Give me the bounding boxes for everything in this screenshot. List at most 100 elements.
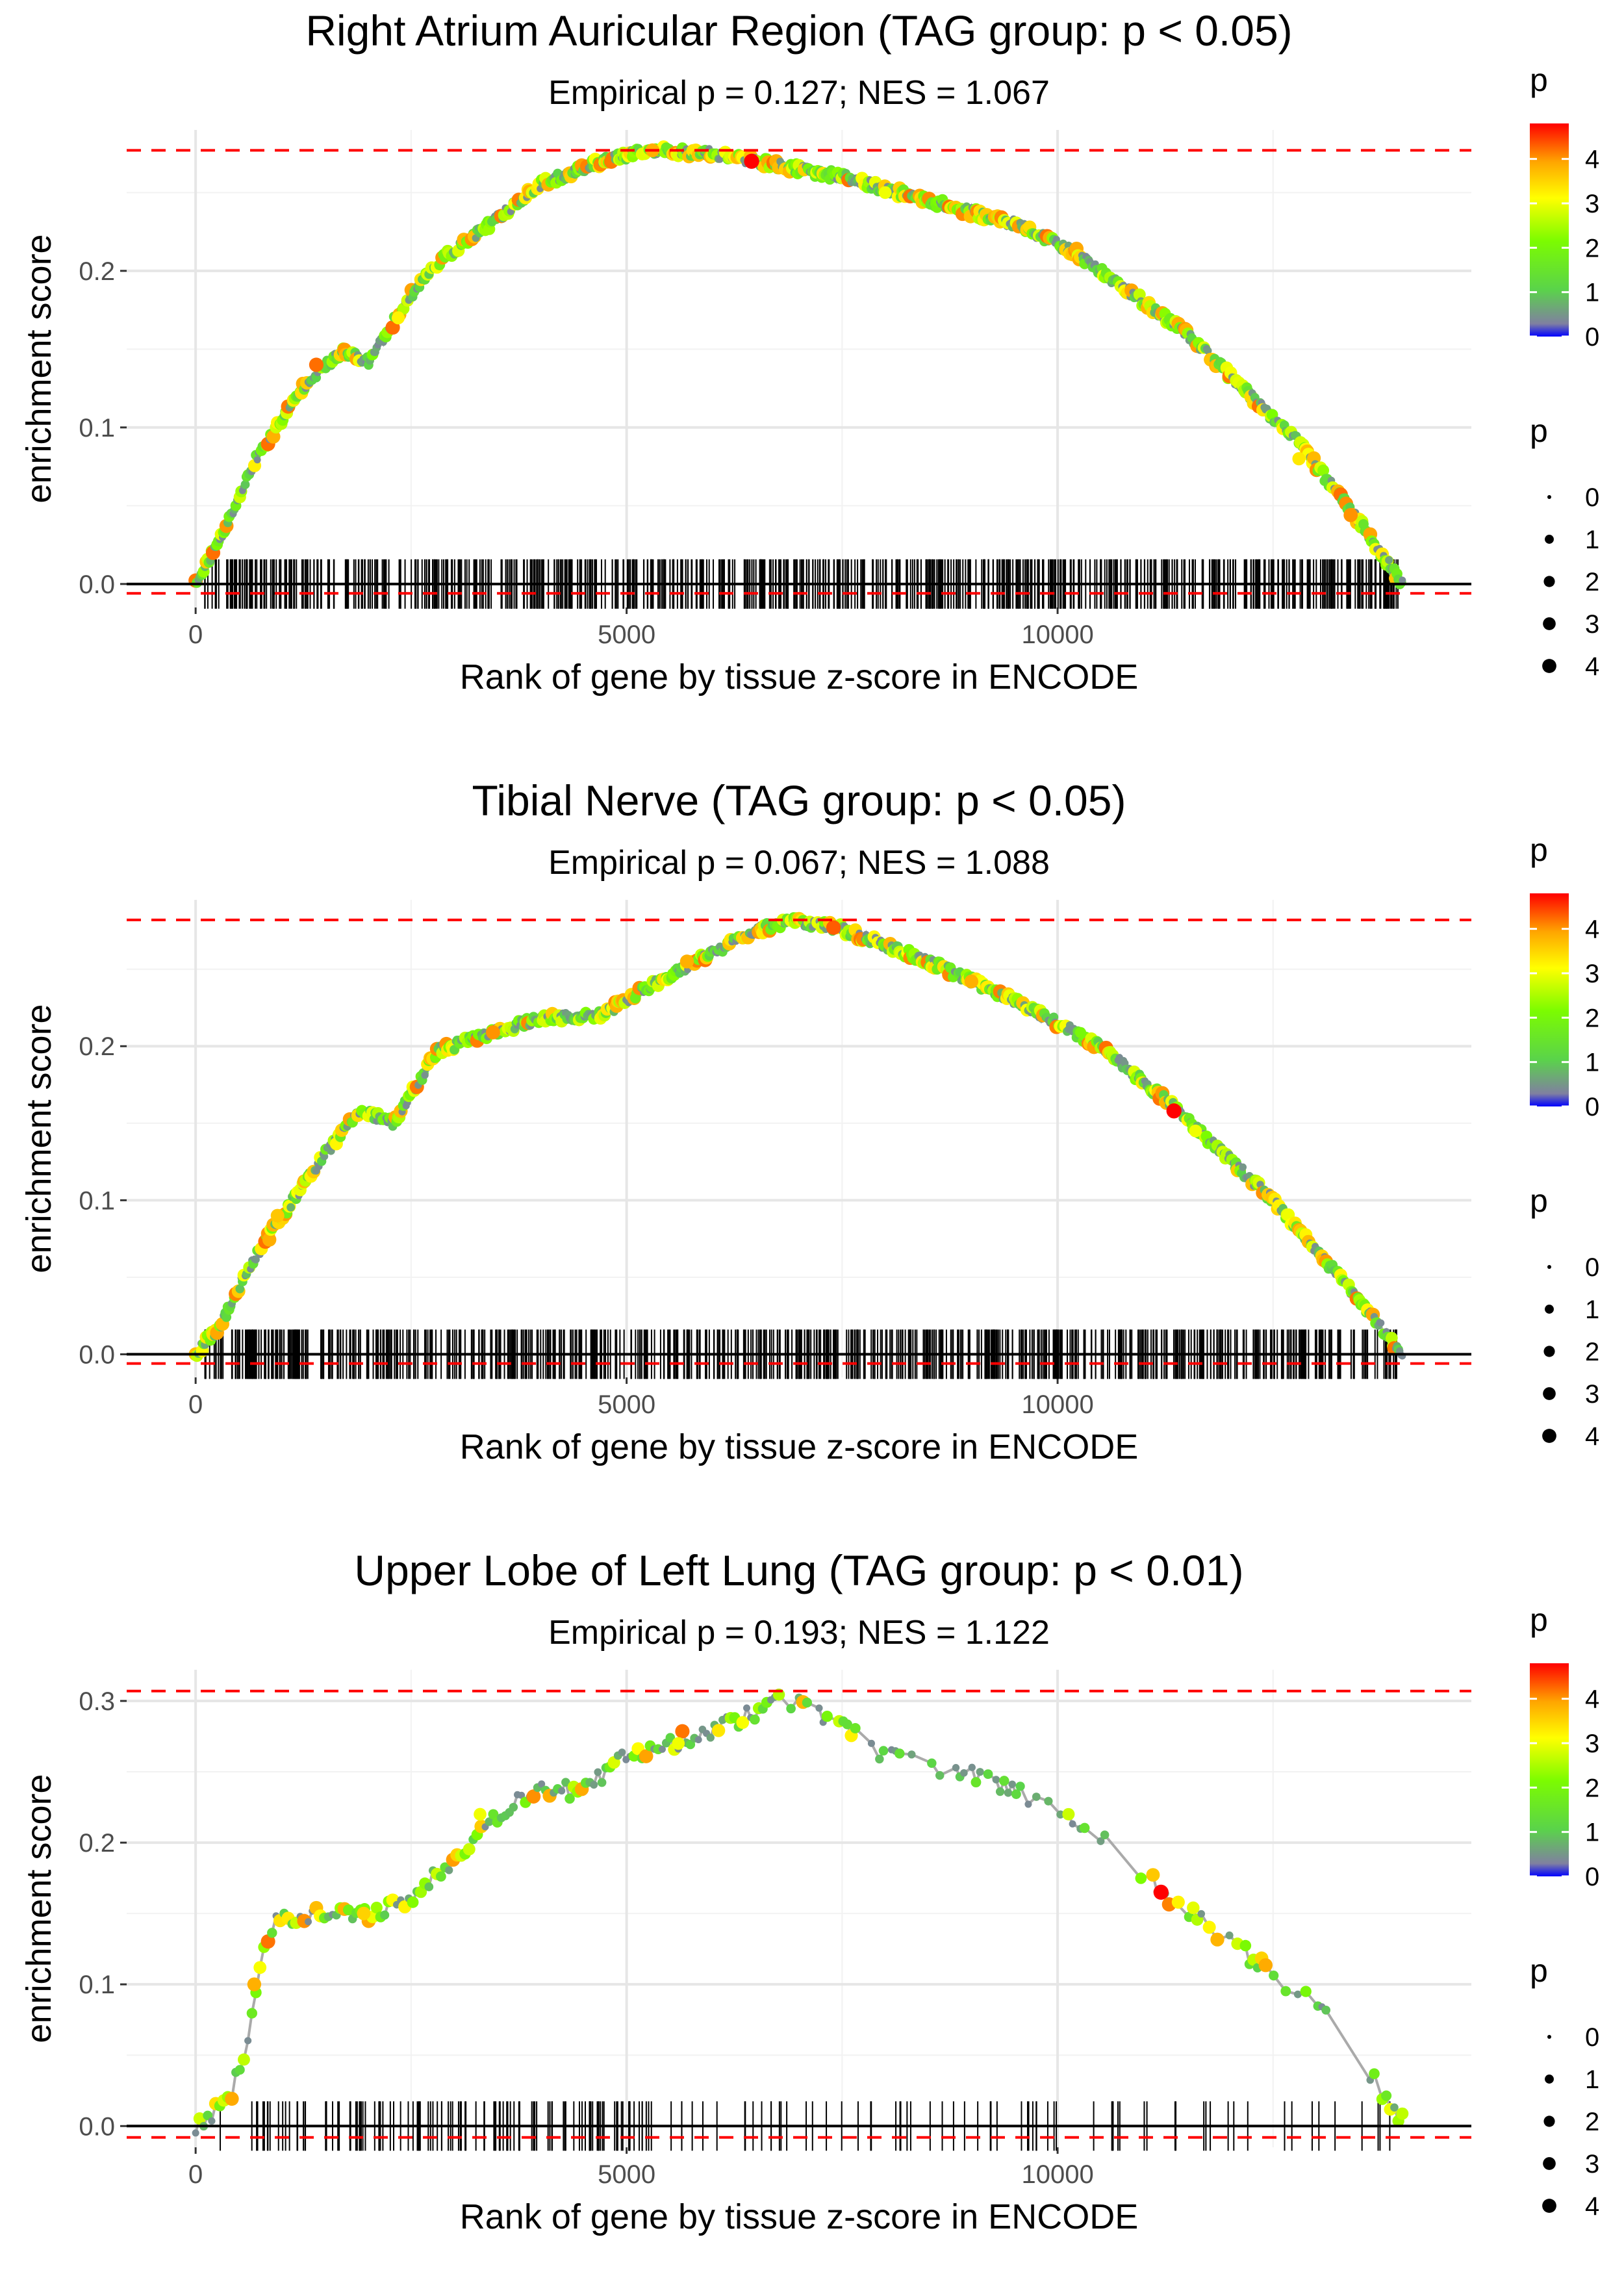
es-point [260,1934,275,1949]
es-point [485,1817,494,1826]
es-point [1056,1810,1065,1819]
es-point-highlight [878,186,892,199]
es-point-highlight [679,954,694,969]
y-axis-label: enrichment score [19,234,58,503]
y-tick-label: 0.0 [79,570,115,599]
chart-title: Right Atrium Auricular Region (TAG group… [305,6,1292,55]
es-point [1239,1163,1247,1171]
es-point [1008,1780,1017,1789]
y-axis-label: enrichment score [19,1004,58,1273]
es-point [1197,1910,1206,1918]
es-point [1133,288,1146,301]
es-point [407,1896,419,1908]
es-point [1187,1901,1200,1915]
es-point [253,1961,267,1974]
es-point [821,1711,833,1722]
chart-title: Tibial Nerve (TAG group: p < 0.05) [472,776,1126,824]
es-point [935,1770,945,1780]
es-point [983,1769,993,1779]
color-legend-title: p [1530,62,1548,98]
color-legend: p 0 1 2 3 4 [1530,1602,1599,1891]
es-point [380,1910,390,1920]
chart-subtitle: Empirical p = 0.127; NES = 1.067 [548,74,1050,112]
es-point [968,1763,976,1772]
es-point [305,1918,312,1926]
es-point [706,1733,715,1742]
size-key [1547,2035,1551,2039]
es-point [594,1768,602,1776]
es-point [1390,2103,1399,2112]
es-point-highlight [1153,1884,1169,1900]
size-key [1547,495,1551,499]
es-point-highlight [964,974,979,989]
es-points [192,1689,1409,2137]
es-point [1202,1921,1216,1934]
es-point [240,479,250,489]
colorbar [1530,1663,1569,1876]
chart-subtitle: Empirical p = 0.193; NES = 1.122 [548,1614,1050,1652]
es-point [1321,2005,1331,2015]
colorbar-label: 0 [1585,1863,1599,1891]
es-point-highlight [672,1737,685,1750]
es-point [711,1724,726,1737]
es-point [225,2091,239,2106]
es-point [235,2065,245,2075]
es-point [736,1716,750,1729]
color-legend: p 0 1 2 3 4 [1530,62,1599,351]
es-points [188,912,1406,1362]
es-point [1032,1793,1041,1801]
x-tick-label: 10000 [1021,620,1093,649]
size-legend-label: 2 [1585,1338,1599,1366]
size-legend-label: 2 [1585,2108,1599,2136]
panel-3: Upper Lobe of Left Lung (TAG group: p < … [19,1546,1599,2236]
size-legend-label: 0 [1585,1253,1599,1282]
es-point [742,1704,751,1712]
es-line [194,913,1403,1359]
es-point [1377,1319,1385,1327]
y-tick-label: 0.0 [79,2112,115,2141]
es-point [1225,1931,1234,1939]
es-point [192,2129,199,2137]
es-point-highlight [1189,1124,1202,1138]
es-point [509,1802,518,1812]
colorbar-label: 0 [1585,323,1599,351]
size-key [1542,1429,1556,1443]
es-point [952,1764,960,1772]
es-point [414,1885,427,1898]
es-point-highlight [309,357,324,372]
es-point [1044,1796,1053,1806]
x-tick-label: 10000 [1021,2160,1093,2189]
es-point [370,1901,383,1914]
y-tick-label: 0.2 [79,1032,115,1061]
es-point [675,1724,690,1739]
es-points [188,140,1406,589]
size-legend-label: 4 [1585,1422,1599,1451]
es-point [1079,1822,1090,1833]
size-key [1545,535,1554,544]
es-point-highlight [391,311,405,325]
es-point [750,1714,760,1725]
size-key [1542,2199,1556,2213]
y-tick-label: 0.2 [79,1829,115,1858]
es-point [561,1778,570,1787]
es-point [907,1750,916,1759]
x-tick-label: 0 [188,2160,203,2189]
es-point [1069,1820,1076,1828]
es-point [1258,1958,1273,1973]
es-point [244,2037,252,2045]
es-point [518,1791,526,1799]
es-point [1204,346,1212,355]
es-point [802,1697,813,1708]
es-point-highlight [357,1906,371,1921]
es-point [421,1071,429,1079]
size-legend-label: 1 [1585,2065,1599,2094]
es-point [1269,1971,1279,1981]
colorbar-label: 1 [1585,279,1599,307]
es-point [238,2053,250,2066]
es-point [786,1704,796,1714]
es-point [639,1749,653,1763]
size-legend-label: 1 [1585,1296,1599,1324]
es-point [1210,1932,1224,1947]
colorbar-label: 2 [1585,234,1599,262]
colorbar [1530,893,1569,1106]
